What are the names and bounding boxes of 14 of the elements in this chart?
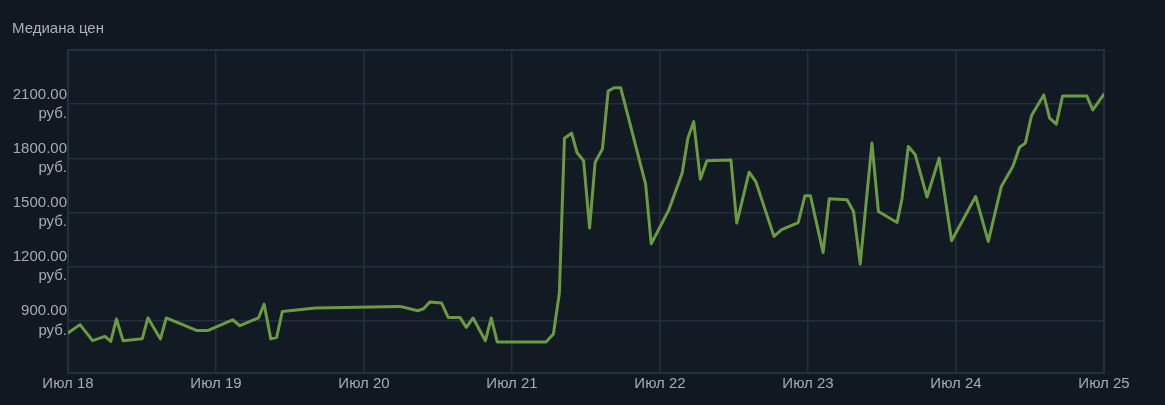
y-tick-label: 2100.00 руб.	[12, 84, 67, 122]
chart-title: Медиана цен	[12, 19, 104, 36]
y-tick-label: 1200.00 руб.	[12, 246, 67, 284]
x-tick-label: Июл 23	[782, 374, 834, 392]
x-tick-label: Июл 22	[634, 374, 686, 392]
x-tick-label: Июл 21	[486, 374, 538, 392]
x-tick-label: Июл 20	[338, 374, 390, 392]
y-tick-label: 900.00 руб.	[21, 301, 67, 338]
y-tick-label: 1500.00 руб.	[12, 192, 67, 230]
x-tick-label: Июл 24	[930, 374, 982, 392]
x-tick-label: Июл 25	[1078, 374, 1130, 392]
x-tick-label: Июл 18	[42, 374, 94, 392]
x-tick-label: Июл 19	[190, 374, 242, 392]
y-tick-label: 1800.00 руб.	[12, 138, 67, 176]
